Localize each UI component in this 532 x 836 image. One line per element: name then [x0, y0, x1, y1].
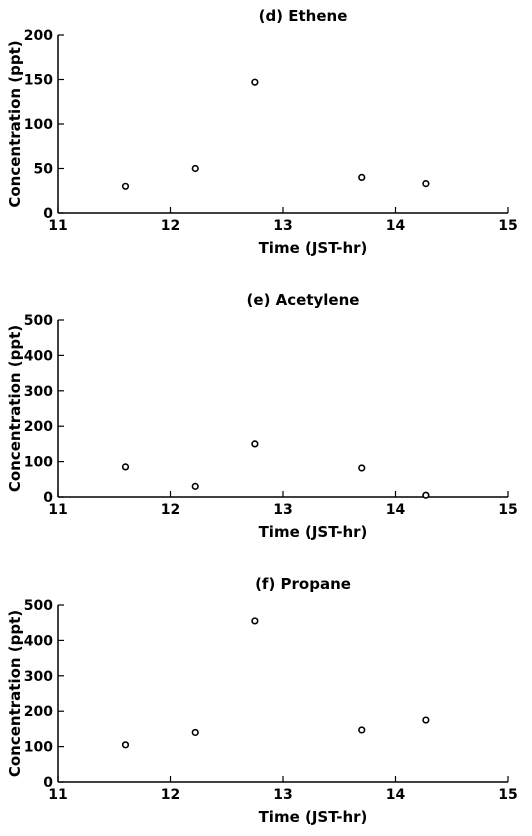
y-tick-label: 400	[24, 348, 53, 364]
x-tick-label: 13	[273, 787, 292, 803]
y-axis-label: Concentration (ppt)	[6, 610, 24, 777]
x-tick-label: 11	[48, 218, 67, 234]
data-point	[358, 173, 366, 181]
y-tick-label: 100	[24, 455, 53, 471]
x-axis-label: Time (JST-hr)	[259, 523, 368, 541]
y-tick-label: 300	[24, 669, 53, 685]
x-axis-label: Time (JST-hr)	[259, 239, 368, 257]
x-tick-label: 12	[161, 218, 180, 234]
y-tick-label: 200	[24, 28, 53, 44]
y-tick-label: 500	[24, 598, 53, 614]
y-axis-label: Concentration (ppt)	[6, 325, 24, 492]
data-point	[251, 617, 259, 625]
x-tick-label: 14	[386, 502, 406, 518]
x-tick-label: 14	[386, 787, 406, 803]
x-tick-label: 15	[498, 218, 517, 234]
x-tick-label: 12	[161, 787, 180, 803]
chart-panel-ethene: (d) Ethene 0 50 100 150 200 11 12 13 14 15 Time (JS…	[6, 7, 518, 257]
y-axis-label: Concentration (ppt)	[6, 40, 24, 207]
chart-panel-propane: (f) Propane 0 100 200 300 400 500 11 12 13 14 15 Tim…	[6, 575, 518, 826]
chart-panel-acetylene: (e) Acetylene 0 100 200 300 400 500 11 12 13 14 15 T…	[6, 291, 518, 541]
y-tick-label: 500	[24, 313, 53, 329]
data-point	[191, 482, 199, 490]
x-tick-label: 13	[273, 218, 292, 234]
y-tick-label: 200	[24, 419, 53, 435]
data-point	[121, 463, 130, 471]
chart-title: (f) Propane	[255, 575, 351, 593]
y-tick-label: 50	[34, 162, 54, 178]
x-tick-label: 14	[386, 218, 406, 234]
x-tick-label: 15	[498, 502, 517, 518]
x-tick-label: 11	[48, 502, 67, 518]
data-point	[422, 716, 430, 724]
data-point	[251, 78, 259, 86]
y-tick-label: 300	[24, 384, 53, 400]
data-point	[358, 726, 366, 734]
y-tick-label: 0	[43, 206, 53, 222]
data-point	[191, 728, 199, 737]
data-point	[251, 440, 259, 448]
y-tick-label: 100	[24, 740, 53, 756]
data-point	[422, 180, 430, 188]
y-tick-label: 400	[24, 633, 53, 649]
y-tick-label: 200	[24, 704, 53, 720]
y-tick-label: 100	[24, 117, 53, 133]
x-tick-label: 15	[498, 787, 517, 803]
data-point	[121, 741, 130, 749]
data-point	[121, 182, 130, 190]
x-tick-label: 11	[48, 787, 67, 803]
x-axis-label: Time (JST-hr)	[259, 808, 368, 826]
y-tick-label: 0	[43, 775, 53, 791]
chart-title: (d) Ethene	[259, 7, 348, 25]
x-tick-label: 12	[161, 502, 180, 518]
data-point	[422, 491, 430, 499]
data-point	[191, 164, 199, 173]
x-tick-label: 13	[273, 502, 292, 518]
data-point	[358, 464, 366, 472]
y-tick-label: 150	[24, 73, 53, 89]
chart-title: (e) Acetylene	[247, 291, 360, 309]
y-tick-label: 0	[43, 490, 53, 506]
